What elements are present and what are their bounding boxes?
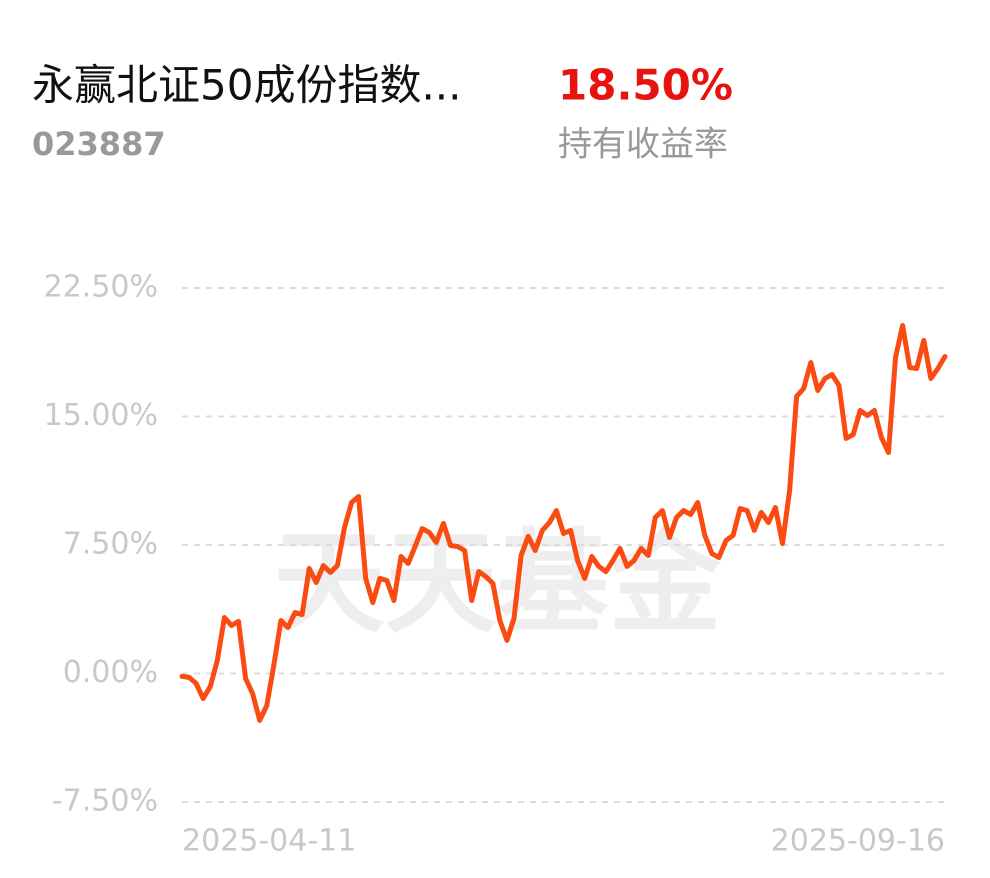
x-tick-label: 2025-09-16 [771, 824, 945, 859]
x-tick-label: 2025-04-11 [182, 824, 356, 859]
watermark: 天天基金 [273, 517, 722, 648]
y-tick-label: 0.00% [63, 655, 158, 690]
return-label: 持有收益率 [558, 125, 728, 165]
y-tick-label: 7.50% [63, 527, 158, 562]
y-tick-label: 22.50% [44, 270, 158, 305]
return-value: 18.50% [558, 61, 733, 110]
fund-title: 永赢北证50成份指数... [32, 61, 462, 110]
line-series [179, 323, 948, 723]
y-tick-label: 15.00% [44, 398, 158, 433]
fund-code: 023887 [32, 125, 166, 163]
y-tick-label: -7.50% [52, 784, 158, 819]
